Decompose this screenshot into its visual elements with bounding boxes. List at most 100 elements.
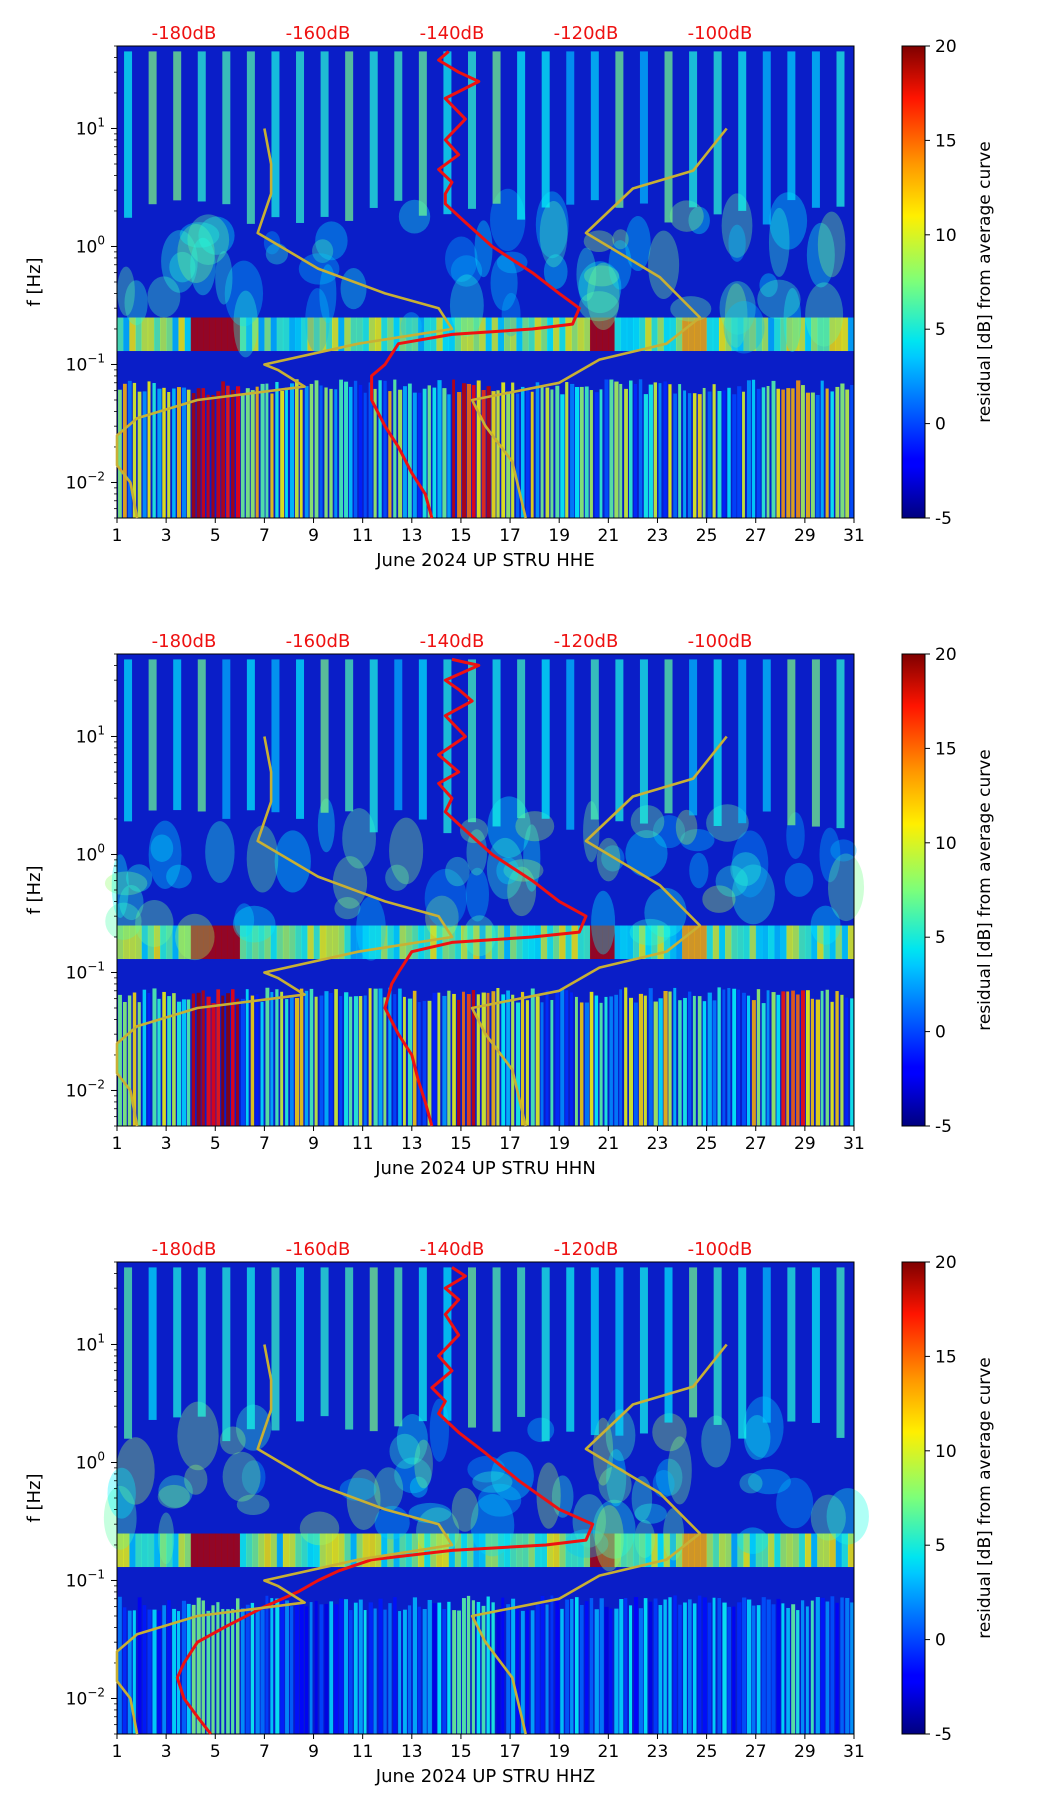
lowfreq-band bbox=[702, 1001, 707, 1126]
x-tick-label: 11 bbox=[352, 526, 374, 546]
microseism-cell bbox=[571, 925, 579, 960]
microseism-cell bbox=[786, 317, 794, 352]
midfreq-blob bbox=[356, 896, 386, 961]
lowfreq-band bbox=[250, 1602, 255, 1734]
lowfreq-band bbox=[604, 379, 609, 518]
midfreq-blob bbox=[731, 830, 769, 898]
y-tick-exponent: 0 bbox=[97, 233, 105, 247]
midfreq-blob bbox=[470, 1493, 515, 1557]
microseism-cell bbox=[639, 1533, 646, 1568]
lowfreq-band bbox=[452, 1610, 457, 1734]
microseism-cell bbox=[227, 317, 235, 352]
lowfreq-band bbox=[162, 1605, 166, 1734]
midfreq-blob bbox=[496, 857, 519, 885]
microseism-cell bbox=[774, 317, 781, 352]
lowfreq-band bbox=[206, 1610, 211, 1734]
microseism-cell bbox=[430, 317, 437, 352]
midfreq-blob bbox=[652, 1413, 687, 1452]
lowfreq-band bbox=[594, 995, 599, 1126]
daily-stripe bbox=[492, 1267, 501, 1432]
lowfreq-band bbox=[565, 1599, 569, 1734]
microseism-cell bbox=[246, 1533, 253, 1568]
lowfreq-band bbox=[545, 1604, 549, 1734]
lowfreq-band bbox=[835, 386, 840, 518]
daily-stripe bbox=[615, 659, 624, 822]
y-tick-exponent: −1 bbox=[87, 1567, 105, 1581]
lowfreq-band bbox=[796, 994, 800, 1126]
daily-stripe bbox=[811, 659, 820, 827]
microseism-cell bbox=[706, 1533, 714, 1568]
lowfreq-band bbox=[294, 379, 299, 518]
lowfreq-band bbox=[383, 997, 387, 1126]
microseism-cell bbox=[153, 317, 161, 352]
microseism-cell bbox=[203, 925, 210, 960]
lowfreq-band bbox=[191, 1604, 196, 1734]
daily-stripe bbox=[713, 51, 722, 215]
lowfreq-band bbox=[584, 386, 589, 518]
lowfreq-band bbox=[275, 1598, 280, 1734]
microseism-cell bbox=[639, 317, 646, 352]
x-tick-label: 7 bbox=[259, 1742, 270, 1762]
microseism-cell bbox=[368, 925, 376, 960]
midfreq-blob bbox=[158, 1475, 193, 1508]
x-tick-label: 31 bbox=[843, 1742, 865, 1762]
x-tick-label: 1 bbox=[112, 526, 123, 546]
microseism-cell bbox=[589, 1533, 597, 1568]
daily-stripe bbox=[443, 659, 452, 834]
noise-model-curve bbox=[115, 736, 454, 1127]
midfreq-blob bbox=[319, 264, 337, 324]
microseism-cell bbox=[737, 317, 744, 352]
microseism-cell bbox=[319, 317, 327, 352]
daily-stripe bbox=[124, 1267, 133, 1439]
microseism-cell bbox=[221, 925, 228, 960]
microseism-cell bbox=[743, 1533, 751, 1568]
lowfreq-band bbox=[545, 990, 549, 1126]
midfreq-blob bbox=[539, 200, 568, 268]
microseism-cell bbox=[786, 925, 794, 960]
lowfreq-band bbox=[771, 1604, 776, 1734]
lowfreq-band bbox=[319, 995, 324, 1126]
microseism-cell bbox=[473, 925, 480, 960]
midfreq-blob bbox=[190, 237, 216, 296]
daily-stripe bbox=[566, 51, 575, 205]
lowfreq-band bbox=[142, 989, 147, 1126]
colorbar-tick-label: 5 bbox=[935, 1536, 946, 1556]
lowfreq-band bbox=[127, 380, 132, 518]
daily-stripe bbox=[467, 1267, 476, 1428]
lowfreq-band bbox=[737, 989, 741, 1126]
x-tick-label: 23 bbox=[647, 526, 669, 546]
midfreq-blob bbox=[768, 207, 790, 277]
x-tick-label: 13 bbox=[401, 1742, 423, 1762]
lowfreq-band bbox=[599, 1002, 603, 1126]
midfreq-blob bbox=[719, 281, 756, 335]
midfreq-blob bbox=[246, 825, 279, 893]
lowfreq-band bbox=[830, 391, 834, 518]
midfreq-blob bbox=[587, 262, 620, 331]
x-tick-label: 17 bbox=[499, 526, 521, 546]
microseism-cell bbox=[620, 317, 628, 352]
daily-stripe bbox=[664, 51, 673, 223]
daily-stripe bbox=[296, 659, 305, 819]
lowfreq-band bbox=[717, 1598, 722, 1734]
midfreq-blob bbox=[104, 871, 148, 896]
midfreq-blob bbox=[490, 255, 518, 311]
lowfreq-band bbox=[825, 989, 829, 1126]
lowfreq-band bbox=[712, 1597, 716, 1734]
lowfreq-band bbox=[481, 1605, 486, 1734]
lowfreq-band bbox=[157, 1610, 162, 1734]
lowfreq-band bbox=[294, 998, 300, 1126]
microseism-cell bbox=[620, 1533, 628, 1568]
lowfreq-band bbox=[206, 996, 211, 1126]
lowfreq-band bbox=[727, 387, 731, 518]
microseism-cell bbox=[725, 1533, 732, 1568]
microseism-cell bbox=[804, 1533, 812, 1568]
lowfreq-band bbox=[712, 384, 716, 518]
lowfreq-band bbox=[791, 1604, 796, 1734]
lowfreq-band bbox=[471, 990, 476, 1126]
daily-stripe bbox=[369, 659, 378, 833]
lowfreq-band bbox=[805, 392, 810, 518]
lowfreq-band bbox=[722, 989, 726, 1126]
microseism-cell bbox=[233, 1533, 241, 1568]
microseism-cell bbox=[774, 1533, 781, 1568]
midfreq-blob bbox=[416, 1507, 460, 1556]
